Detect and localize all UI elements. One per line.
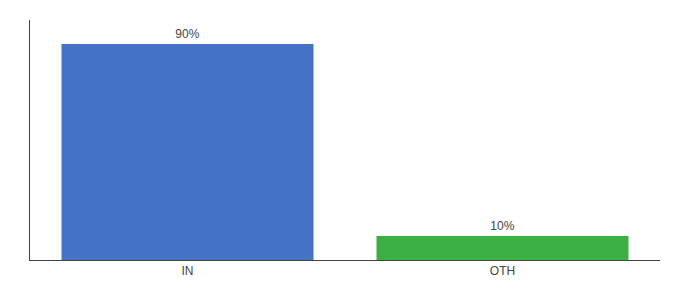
svg-text:OTH: OTH: [490, 264, 515, 278]
svg-text:IN: IN: [182, 264, 194, 278]
svg-text:10%: 10%: [490, 219, 514, 233]
svg-text:90%: 90%: [175, 27, 199, 41]
